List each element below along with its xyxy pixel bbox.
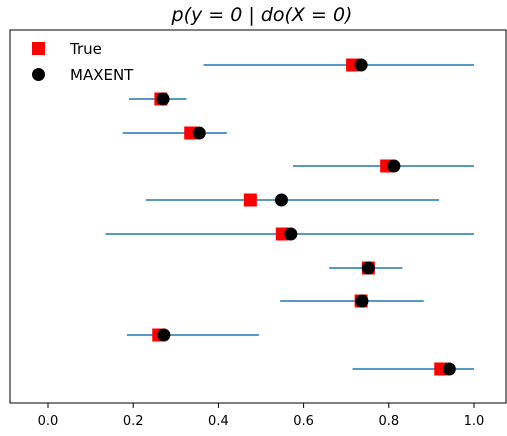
legend-true-square-icon — [32, 42, 45, 55]
legend-maxent-circle-icon — [32, 68, 45, 81]
maxent-point — [442, 362, 456, 376]
maxent-point — [192, 126, 206, 140]
maxent-markers — [156, 58, 456, 376]
x-tick-label: 0.6 — [293, 414, 314, 429]
maxent-point — [157, 328, 171, 342]
x-tick-label: 0.4 — [208, 414, 229, 429]
x-axis: 0.0 0.2 0.4 0.6 0.8 1.0 — [38, 403, 485, 429]
maxent-point — [387, 159, 401, 173]
maxent-point — [156, 92, 170, 106]
x-tick-label: 0.8 — [378, 414, 399, 429]
maxent-point — [284, 227, 298, 241]
x-tick-label: 1.0 — [464, 414, 485, 429]
legend-true-label: True — [69, 40, 102, 58]
maxent-point — [354, 58, 368, 72]
x-tick-label: 0.0 — [38, 414, 59, 429]
maxent-point — [355, 294, 369, 308]
maxent-point — [361, 261, 375, 275]
maxent-point — [274, 193, 288, 207]
legend: True MAXENT — [32, 40, 134, 84]
true-point — [243, 193, 257, 207]
legend-maxent-label: MAXENT — [70, 66, 134, 84]
plot-area — [9, 29, 507, 404]
x-tick-label: 0.2 — [123, 414, 144, 429]
chart-title: p(y = 0 | do(X = 0) — [171, 4, 353, 26]
